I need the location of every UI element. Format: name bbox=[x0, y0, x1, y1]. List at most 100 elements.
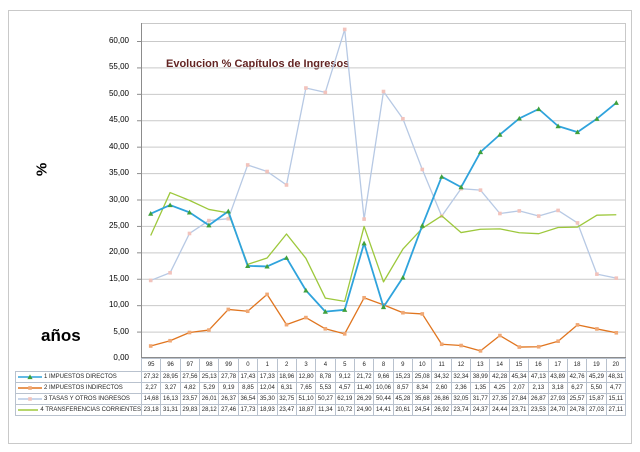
data-point-marker bbox=[304, 315, 308, 320]
y-tick-label: 35,00 bbox=[108, 168, 129, 178]
y-tick-label: 30,00 bbox=[108, 194, 129, 204]
value-cell: 18,96 bbox=[276, 371, 297, 383]
data-point-marker bbox=[477, 149, 484, 155]
data-point-marker bbox=[401, 310, 405, 315]
year-header-cell: 8 bbox=[373, 358, 394, 372]
value-cell: 42,76 bbox=[566, 371, 588, 383]
series-line-2 bbox=[150, 293, 617, 352]
value-cell: 18,93 bbox=[257, 404, 278, 416]
value-cell: 24,70 bbox=[547, 404, 568, 416]
value-cell: 6,31 bbox=[276, 382, 297, 394]
year-header-cell: 20 bbox=[605, 358, 627, 372]
value-cell: 18,87 bbox=[295, 404, 317, 416]
year-header-cell: 3 bbox=[295, 358, 317, 372]
x-axis-title: años bbox=[41, 326, 81, 345]
data-point-marker bbox=[323, 90, 328, 95]
data-point-marker bbox=[323, 326, 328, 331]
value-cell: 51,10 bbox=[295, 393, 317, 405]
data-point-marker bbox=[226, 307, 231, 312]
data-point-marker bbox=[381, 89, 386, 94]
year-header-cell: 13 bbox=[470, 358, 491, 372]
value-cell: 27,56 bbox=[179, 371, 201, 383]
data-point-marker bbox=[380, 304, 387, 310]
value-cell: 45,29 bbox=[586, 371, 607, 383]
data-point-marker bbox=[283, 255, 290, 260]
value-cell: 2,07 bbox=[508, 382, 530, 394]
value-cell: 16,13 bbox=[160, 393, 181, 405]
data-point-marker bbox=[304, 86, 308, 90]
value-cell: 4,25 bbox=[489, 382, 510, 394]
y-tick-label: 40,00 bbox=[108, 141, 129, 151]
data-point-marker bbox=[536, 214, 541, 218]
y-axis-title: % bbox=[33, 162, 51, 177]
year-header-cell: 97 bbox=[179, 358, 201, 372]
value-cell: 26,37 bbox=[218, 393, 239, 405]
year-header-cell: 9 bbox=[392, 358, 414, 372]
legend-label: 3 TASAS Y OTROS INGRESOS bbox=[44, 396, 130, 402]
value-cell: 2,27 bbox=[140, 382, 162, 394]
value-cell: 31,77 bbox=[470, 393, 491, 405]
value-cell: 11,34 bbox=[315, 404, 336, 416]
value-cell: 10,06 bbox=[373, 382, 394, 394]
value-cell: 34,32 bbox=[431, 371, 452, 383]
value-cell: 24,54 bbox=[412, 404, 433, 416]
year-header-cell: 10 bbox=[412, 358, 433, 372]
year-header-cell: 4 bbox=[315, 358, 336, 372]
value-cell: 21,72 bbox=[353, 371, 375, 383]
value-cell: 62,19 bbox=[334, 393, 355, 405]
value-cell: 35,30 bbox=[257, 393, 278, 405]
data-point-marker bbox=[342, 27, 347, 32]
data-point-marker bbox=[245, 309, 250, 314]
value-cell: 28,12 bbox=[199, 404, 220, 416]
year-header-cell: 14 bbox=[489, 358, 510, 372]
y-tick-label: 55,00 bbox=[108, 62, 129, 72]
table-row: 2 IMPUESTOS INDIRECTOS 2,27 3,27 4,82 5,29 9,… bbox=[15, 382, 627, 394]
value-cell: 4,77 bbox=[605, 382, 627, 394]
value-cell: 23,71 bbox=[508, 404, 530, 416]
year-header-cell: 6 bbox=[353, 358, 375, 372]
data-point-marker bbox=[284, 322, 289, 327]
data-point-marker bbox=[613, 100, 619, 105]
data-point-marker bbox=[498, 333, 502, 338]
value-cell: 45,28 bbox=[392, 393, 414, 405]
series-line-4 bbox=[150, 191, 617, 303]
value-cell: 9,19 bbox=[218, 382, 239, 394]
data-point-marker bbox=[458, 184, 464, 190]
data-point-marker bbox=[517, 209, 522, 213]
year-header-cell: 95 bbox=[140, 358, 162, 372]
value-cell: 15,87 bbox=[586, 393, 607, 405]
value-cell: 2,60 bbox=[431, 382, 452, 394]
data-point-marker bbox=[303, 287, 309, 293]
value-cell: 3,27 bbox=[160, 382, 181, 394]
legend-item: 4 TRANSFERENCIAS CORRIENTES bbox=[15, 404, 142, 416]
data-point-marker bbox=[27, 374, 33, 380]
value-cell: 26,92 bbox=[431, 404, 452, 416]
value-cell: 8,85 bbox=[237, 382, 259, 394]
data-point-marker bbox=[556, 208, 560, 213]
value-cell: 43,89 bbox=[547, 371, 568, 383]
value-cell: 26,87 bbox=[528, 393, 549, 405]
plot-area bbox=[137, 23, 626, 358]
year-header-cell: 5 bbox=[334, 358, 355, 372]
year-header-cell: 98 bbox=[199, 358, 220, 372]
year-header-cell: 15 bbox=[508, 358, 530, 372]
data-point-marker bbox=[148, 211, 154, 216]
value-cell: 48,31 bbox=[605, 371, 627, 383]
value-cell: 7,65 bbox=[295, 382, 317, 394]
legend-item: 2 IMPUESTOS INDIRECTOS bbox=[15, 382, 142, 394]
data-point-marker bbox=[536, 344, 541, 349]
data-point-marker bbox=[362, 295, 366, 300]
legend-label: 1 IMPUESTOS DIRECTOS bbox=[44, 374, 117, 380]
data-point-marker bbox=[420, 167, 425, 172]
value-cell: 50,27 bbox=[315, 393, 336, 405]
data-point-marker bbox=[187, 330, 192, 335]
table-corner-blank bbox=[16, 359, 142, 372]
data-point-marker bbox=[245, 263, 251, 269]
value-cell: 45,34 bbox=[508, 371, 530, 383]
value-cell: 24,78 bbox=[566, 404, 588, 416]
data-point-marker bbox=[419, 222, 425, 228]
data-point-marker bbox=[595, 327, 599, 331]
value-cell: 24,37 bbox=[470, 404, 491, 416]
legend-label: 2 IMPUESTOS INDIRECTOS bbox=[44, 385, 123, 391]
value-cell: 1,35 bbox=[470, 382, 491, 394]
